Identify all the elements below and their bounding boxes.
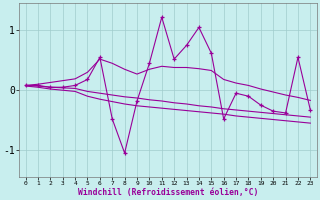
X-axis label: Windchill (Refroidissement éolien,°C): Windchill (Refroidissement éolien,°C) — [78, 188, 258, 197]
